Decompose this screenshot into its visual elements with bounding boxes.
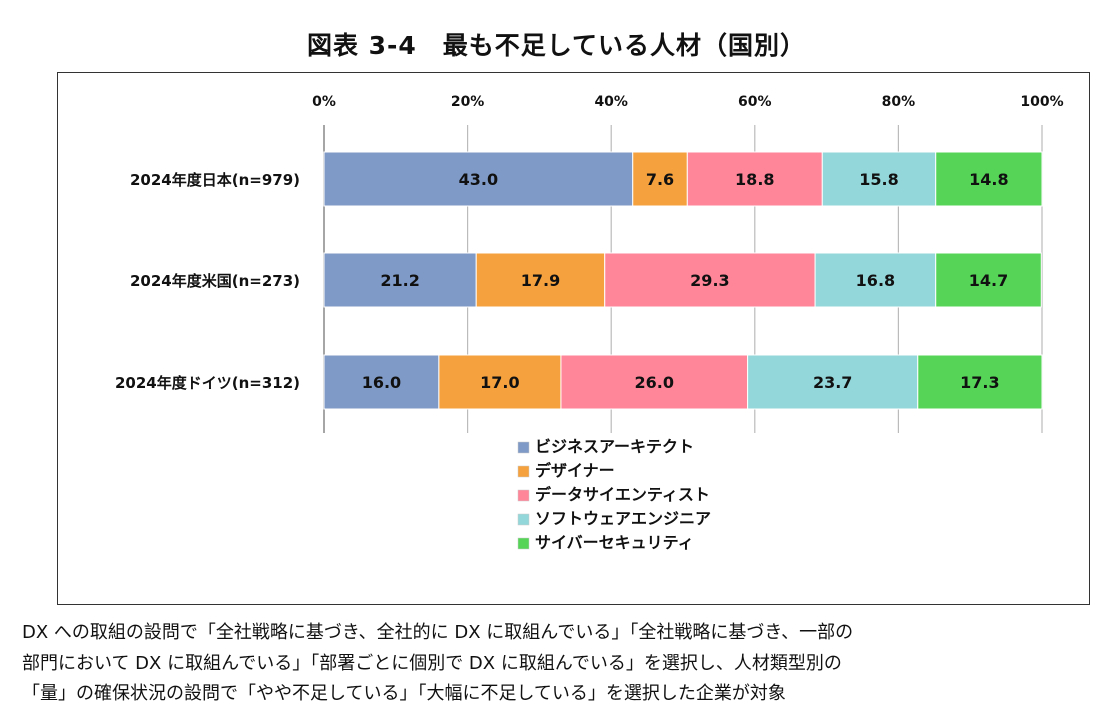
- bar-segment: [475, 252, 606, 308]
- x-tick-label: 0%: [312, 94, 336, 110]
- bar-segment: [632, 151, 688, 207]
- bar-segment: [323, 252, 477, 308]
- category-label: 2024年度日本(n=979): [130, 171, 300, 189]
- chart-title: 図表 3-4 最も不足している人材（国別）: [306, 31, 807, 60]
- bar-segment: [821, 151, 937, 207]
- data-label: 26.0: [635, 373, 674, 392]
- legend-swatch: [517, 489, 530, 502]
- x-tick-label: 20%: [451, 94, 485, 110]
- x-tick-label: 40%: [594, 94, 628, 110]
- footnote: DX への取組の設問で「全社戦略に基づき、全社的に DX に取組んでいる」「全社…: [22, 618, 1107, 710]
- footnote-line: 「量」の確保状況の設問で「やや不足している」「大幅に不足している」を選択した企業…: [22, 683, 786, 704]
- legend-label: デザイナー: [535, 461, 615, 480]
- footnote-line: 部門において DX に取組んでいる」「部署ごとに個別で DX に取組んでいる」を…: [22, 652, 842, 674]
- legend-label: サイバーセキュリティ: [535, 533, 694, 552]
- bar-segment: [935, 151, 1043, 207]
- x-tick-label: 60%: [738, 94, 772, 110]
- data-label: 29.3: [690, 271, 729, 290]
- bar-segment: [814, 252, 937, 308]
- data-label: 15.8: [859, 170, 898, 189]
- x-tick-label: 100%: [1020, 94, 1063, 110]
- data-label: 23.7: [813, 373, 852, 392]
- bar-segment: [604, 252, 816, 308]
- data-label: 21.2: [380, 271, 419, 290]
- legend-label: ソフトウェアエンジニア: [535, 509, 711, 528]
- bar-segment: [917, 354, 1043, 410]
- bar-segment: [560, 354, 749, 410]
- data-label: 16.0: [362, 373, 401, 392]
- data-label: 17.0: [480, 373, 519, 392]
- category-label: 2024年度ドイツ(n=312): [115, 374, 300, 392]
- footnote-line: DX への取組の設問で「全社戦略に基づき、全社的に DX に取組んでいる」「全社…: [22, 622, 854, 643]
- data-label: 17.3: [960, 373, 999, 392]
- data-label: 43.0: [459, 170, 498, 189]
- bar-segment: [935, 252, 1042, 308]
- legend-label: データサイエンティスト: [535, 485, 710, 504]
- legend-swatch: [517, 441, 530, 454]
- chart-frame: [57, 72, 1090, 605]
- legend-swatch: [517, 537, 530, 550]
- legend-swatch: [517, 465, 530, 478]
- category-label: 2024年度米国(n=273): [130, 272, 300, 290]
- data-label: 17.9: [521, 271, 560, 290]
- data-label: 14.8: [969, 170, 1008, 189]
- data-label: 7.6: [646, 170, 674, 189]
- legend-label: ビジネスアーキテクト: [535, 437, 694, 456]
- data-label: 18.8: [735, 170, 774, 189]
- data-label: 16.8: [856, 271, 895, 290]
- x-tick-label: 80%: [882, 94, 916, 110]
- legend-swatch: [517, 513, 530, 526]
- bar-segment: [686, 151, 823, 207]
- bar-segment: [323, 151, 634, 207]
- bar-segment: [747, 354, 919, 410]
- data-label: 14.7: [969, 271, 1008, 290]
- bar-segment: [323, 354, 440, 410]
